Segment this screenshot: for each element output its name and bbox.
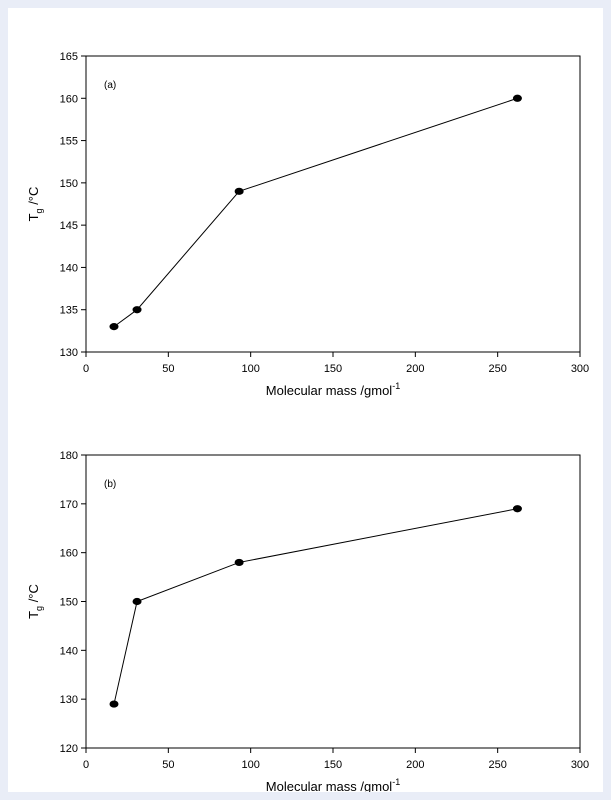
chart-a-y-tick-label: 150 bbox=[60, 178, 78, 190]
chart-b-panel-label: (b) bbox=[104, 479, 116, 490]
chart-a-data-point bbox=[234, 187, 244, 195]
chart-b-x-tick-label: 250 bbox=[488, 759, 506, 771]
chart-a-y-tick-label: 160 bbox=[60, 93, 78, 105]
chart-a-x-tick-label: 300 bbox=[571, 363, 589, 375]
chart-a-data-point bbox=[132, 306, 142, 314]
chart-a-data-point bbox=[512, 94, 522, 102]
chart-a-y-axis-title: Tg /°C bbox=[26, 187, 44, 222]
chart-b-y-tick-label: 120 bbox=[60, 743, 78, 755]
chart-a-plot-frame bbox=[85, 55, 581, 353]
chart-a-y-tick-label: 130 bbox=[60, 347, 78, 359]
chart-b-x-axis-title: Molecular mass /gmol-1 bbox=[266, 777, 400, 792]
chart-a-y-tick-label: 155 bbox=[60, 136, 78, 148]
chart-b-data-point bbox=[132, 597, 142, 606]
chart-b-data-point bbox=[234, 558, 244, 567]
chart-b-x-tick-label: 50 bbox=[162, 759, 174, 771]
chart-a-panel-label: (a) bbox=[104, 80, 116, 91]
chart-b-series-line bbox=[113, 508, 518, 705]
chart-b-x-tick-label: 150 bbox=[324, 759, 342, 771]
chart-a-x-tick-label: 100 bbox=[241, 363, 259, 375]
chart-a-y-tick-label: 165 bbox=[60, 51, 78, 63]
chart-b-y-tick-label: 130 bbox=[60, 694, 78, 706]
chart-a-x-tick-label: 200 bbox=[406, 363, 424, 375]
chart-a-x-tick-label: 0 bbox=[83, 363, 89, 375]
chart-a-data-point bbox=[109, 323, 119, 331]
chart-a: 0 50 100 150 200 250 300 130 135 140 145 150 155 160 1… bbox=[26, 51, 589, 398]
chart-b-y-tick-label: 180 bbox=[60, 450, 78, 462]
chart-a-x-axis-title: Molecular mass /gmol-1 bbox=[266, 381, 400, 398]
chart-a-y-tick-label: 140 bbox=[60, 262, 78, 274]
chart-b-plot-frame bbox=[85, 454, 581, 749]
chart-b: 0 50 100 150 200 250 300 120 130 140 150 160 170 180 (… bbox=[26, 450, 589, 792]
chart-b-data-point bbox=[512, 505, 522, 513]
chart-b-y-tick-label: 140 bbox=[60, 645, 78, 657]
chart-b-data-point bbox=[109, 700, 119, 708]
chart-b-y-axis-title: Tg /°C bbox=[26, 584, 44, 619]
chart-a-x-tick-label: 150 bbox=[324, 363, 342, 375]
chart-b-x-tick-label: 0 bbox=[83, 759, 89, 771]
chart-a-series-line bbox=[113, 97, 518, 328]
chart-b-y-tick-label: 150 bbox=[60, 597, 78, 609]
chart-a-y-tick-label: 145 bbox=[60, 220, 78, 232]
chart-a-x-tick-label: 50 bbox=[162, 363, 174, 375]
chart-b-x-tick-label: 100 bbox=[241, 759, 259, 771]
chart-a-x-tick-label: 250 bbox=[488, 363, 506, 375]
chart-b-y-tick-label: 160 bbox=[60, 548, 78, 560]
chart-b-y-tick-label: 170 bbox=[60, 499, 78, 511]
chart-a-y-tick-label: 135 bbox=[60, 305, 78, 317]
chart-canvas: 0 50 100 150 200 250 300 130 135 140 145 150 155 160 1… bbox=[26, 51, 589, 792]
chart-b-x-tick-label: 300 bbox=[571, 759, 589, 771]
figure: 0 50 100 150 200 250 300 130 135 140 145 150 155 160 1… bbox=[8, 8, 603, 792]
chart-b-x-tick-label: 200 bbox=[406, 759, 424, 771]
